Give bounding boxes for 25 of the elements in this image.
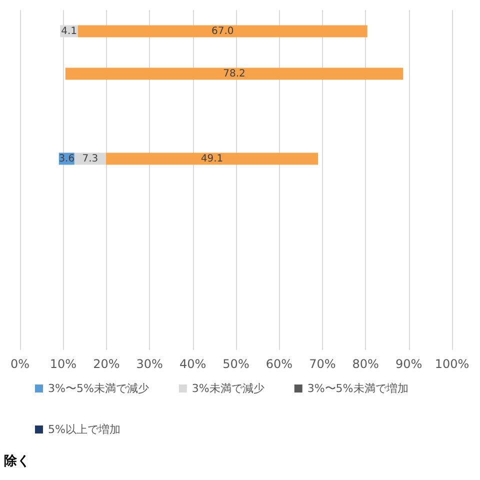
data-label: 49.1: [200, 153, 224, 164]
x-tick-label: 10%: [50, 357, 77, 371]
x-tick-label: 80%: [352, 357, 379, 371]
legend-label: 3%〜5%未満で減少: [48, 382, 149, 395]
x-tick-label: 70%: [309, 357, 336, 371]
data-label: 3.6: [58, 153, 75, 164]
bar: [65, 68, 404, 80]
data-label: 4.1: [61, 26, 77, 37]
x-tick-label: 90%: [395, 357, 422, 371]
x-tick-label: 60%: [266, 357, 293, 371]
x-tick-label: 50%: [222, 357, 250, 371]
text: 除く: [4, 454, 30, 469]
bar: [78, 25, 368, 38]
x-tick-label: 100%: [434, 357, 470, 371]
legend-label: 3%〜5%未満で増加: [307, 382, 408, 395]
x-tick-label: 40%: [179, 357, 206, 371]
legend-label: 3%未満で減少: [192, 382, 264, 395]
legend-label: 5%以上で増加: [48, 423, 120, 436]
x-tick-label: 0%: [10, 357, 30, 371]
x-tick-label: 30%: [136, 357, 163, 371]
data-label: 78.2: [223, 68, 246, 80]
x-tick-label: 20%: [93, 357, 120, 371]
data-label: 7.3: [82, 153, 98, 164]
data-label: 67.0: [211, 26, 234, 37]
bar: [106, 152, 318, 165]
